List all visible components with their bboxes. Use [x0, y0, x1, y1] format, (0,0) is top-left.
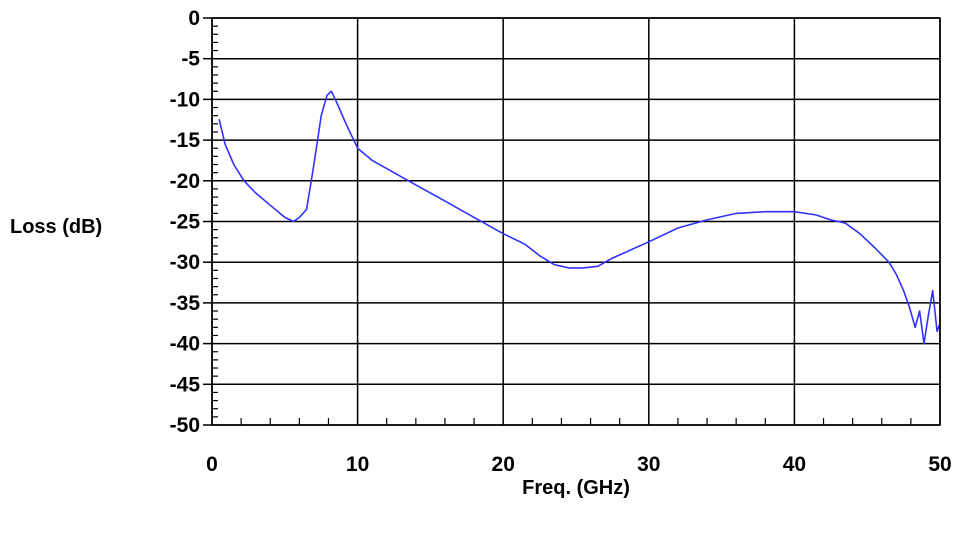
y-tick-label: -25: [170, 211, 201, 234]
y-tick-label: -40: [170, 333, 200, 356]
x-tick-label: 30: [637, 453, 660, 476]
y-tick-label: -50: [170, 414, 200, 437]
x-tick-label: 40: [783, 453, 806, 476]
x-tick-label: 20: [492, 453, 515, 476]
x-tick-labels: 0 10 20 30 40 50: [206, 453, 952, 476]
y-axis-label: Loss (dB): [10, 216, 102, 238]
x-tick-label: 50: [928, 453, 951, 476]
x-tick-label: 10: [346, 453, 369, 476]
minor-ticks: [203, 17, 912, 426]
y-tick-label: -15: [170, 129, 201, 152]
series-layer: [218, 90, 941, 345]
x-axis-label: Freq. (GHz): [522, 477, 630, 499]
y-tick-label: -45: [170, 373, 201, 396]
y-tick-label: -35: [170, 292, 201, 315]
y-tick-label: -10: [170, 88, 200, 111]
y-tick-label: -5: [181, 48, 200, 71]
y-tick-label: -20: [170, 170, 200, 193]
series-line-0: [218, 90, 941, 345]
x-tick-label: 0: [206, 453, 218, 476]
y-tick-label: 0: [188, 7, 200, 30]
y-tick-labels: 0 -5 -10 -15 -20 -25 -30 -35 -40 -45 -50: [170, 7, 201, 437]
y-tick-label: -30: [170, 251, 200, 274]
grid: [211, 17, 941, 426]
